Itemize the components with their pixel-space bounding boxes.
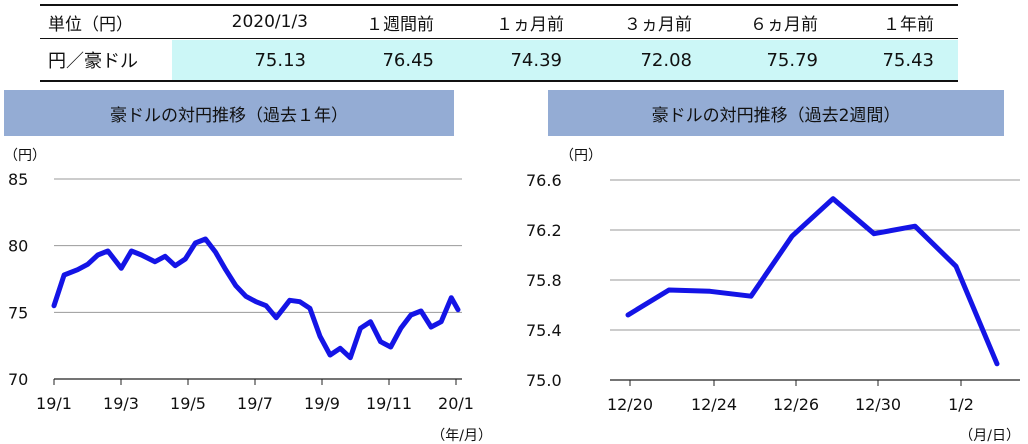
x-tick-label: 20/1 (438, 394, 474, 413)
series-line (51, 236, 461, 361)
y-tick-label: 76.6 (526, 171, 562, 190)
table-header-row: 単位（円） 2020/1/3 １週間前 １ヵ月前 ３ヵ月前 ６ヵ月前 １年前 (40, 4, 958, 39)
y-tick-label: 75 (8, 303, 28, 322)
col-header-1week: １週間前 (366, 14, 434, 35)
x-tick-label: 19/5 (170, 394, 206, 413)
y-tick-label: 70 (8, 370, 28, 389)
x-tick-label: 12/24 (691, 395, 737, 414)
y-tick-label: 75.4 (526, 321, 562, 340)
x-tick-label: 19/3 (103, 394, 139, 413)
x-tick-label: 19/11 (366, 394, 412, 413)
y-tick-label: 80 (8, 237, 28, 256)
y-tick-label: 85 (8, 170, 28, 189)
x-tick-label: 19/1 (36, 394, 72, 413)
col-header-1month: １ヵ月前 (496, 14, 564, 35)
x-tick-label: 12/26 (773, 395, 819, 414)
y-axis-unit: （円） (560, 148, 602, 164)
row-label: 円／豪ドル (48, 51, 138, 72)
unit-header: 単位（円） (48, 14, 133, 35)
value-1month: 74.39 (510, 49, 562, 71)
y-tick-label: 75.0 (526, 371, 562, 390)
value-3month: 72.08 (640, 49, 692, 71)
y-tick-label: 76.2 (526, 221, 562, 240)
value-date: 75.13 (254, 49, 306, 71)
y-axis-unit: （円） (4, 148, 46, 164)
chart2-two-weeks: 76.6 76.2 75.8 75.4 75.0 （円） 12/20 12/24 12/26 12… (526, 148, 1020, 444)
value-highlight (172, 40, 958, 80)
chart1-title: 豪ドルの対円推移（過去１年） (4, 90, 454, 136)
table-row: 円／豪ドル 75.13 76.45 74.39 72.08 75.79 75.4… (40, 40, 958, 82)
col-header-6month: ６ヵ月前 (750, 14, 818, 35)
value-1week: 76.45 (382, 49, 434, 71)
rate-table: 単位（円） 2020/1/3 １週間前 １ヵ月前 ３ヵ月前 ６ヵ月前 １年前 円… (40, 0, 958, 82)
col-header-1year: １年前 (883, 14, 934, 35)
x-tick-label: 12/30 (855, 395, 901, 414)
value-1year: 75.43 (882, 49, 934, 71)
chart2-title: 豪ドルの対円推移（過去2週間） (548, 90, 1004, 136)
y-tick-label: 75.8 (526, 271, 562, 290)
x-tick-label: 19/7 (237, 394, 273, 413)
x-axis-unit: （月/日） (959, 428, 1020, 444)
col-header-3month: ３ヵ月前 (624, 14, 692, 35)
col-header-date: 2020/1/3 (231, 12, 308, 32)
series-line (625, 196, 1000, 367)
x-tick-label: 19/9 (304, 394, 340, 413)
value-6month: 75.79 (766, 49, 818, 71)
chart1-yearly: 85 80 75 70 （円） 19/1 19/3 19/5 19/7 19/9 19/11 20/1… (4, 148, 492, 444)
x-axis-unit: （年/月） (431, 428, 492, 444)
x-tick-label: 1/2 (948, 395, 974, 414)
x-tick-label: 12/20 (607, 395, 653, 414)
